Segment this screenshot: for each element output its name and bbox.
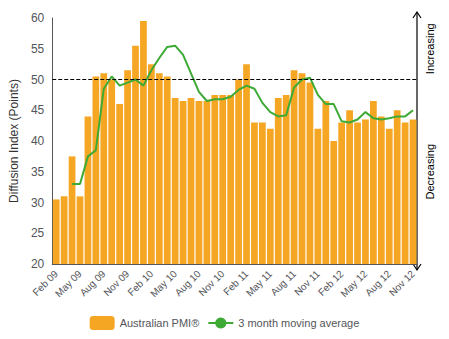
svg-text:May 10: May 10 (148, 268, 179, 299)
svg-text:Aug 10: Aug 10 (172, 268, 203, 299)
svg-text:60: 60 (31, 11, 45, 25)
svg-text:Diffusion Index (Points): Diffusion Index (Points) (7, 79, 21, 203)
svg-text:55: 55 (31, 42, 45, 56)
svg-text:Increasing: Increasing (424, 23, 436, 74)
svg-text:3 month moving average: 3 month moving average (238, 317, 359, 329)
svg-text:30: 30 (31, 196, 45, 210)
svg-text:Aug 11: Aug 11 (268, 268, 298, 298)
svg-text:25: 25 (31, 226, 45, 240)
svg-text:50: 50 (31, 73, 45, 87)
svg-text:Feb 09: Feb 09 (30, 268, 61, 298)
svg-text:Aug 12: Aug 12 (363, 268, 394, 299)
svg-text:45: 45 (31, 103, 45, 117)
svg-text:35: 35 (31, 165, 45, 179)
svg-text:40: 40 (31, 134, 45, 148)
svg-text:Nov 10: Nov 10 (196, 268, 226, 298)
svg-text:Feb 12: Feb 12 (315, 268, 346, 298)
svg-text:Feb 11: Feb 11 (221, 268, 251, 298)
svg-text:Nov 11: Nov 11 (292, 268, 322, 298)
svg-text:Decreasing: Decreasing (424, 144, 436, 200)
svg-text:May 09: May 09 (53, 268, 84, 299)
svg-text:Aug 09: Aug 09 (77, 268, 108, 299)
svg-text:Australian PMI®: Australian PMI® (120, 317, 200, 329)
svg-text:Nov 09: Nov 09 (101, 268, 131, 298)
svg-text:May 11: May 11 (244, 268, 275, 299)
svg-text:Feb 10: Feb 10 (125, 268, 156, 298)
svg-text:20: 20 (31, 257, 45, 271)
svg-text:May 12: May 12 (338, 268, 369, 299)
svg-text:Nov 12: Nov 12 (387, 268, 417, 298)
